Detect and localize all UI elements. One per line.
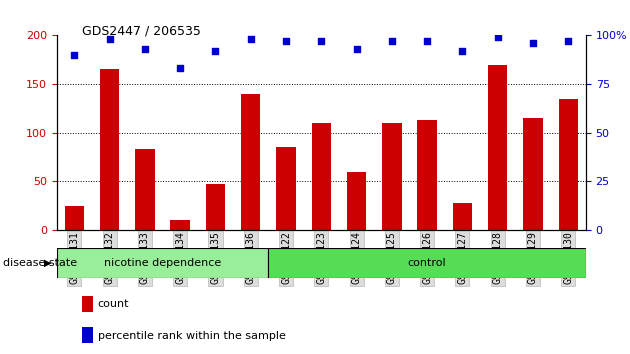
Text: disease state: disease state	[3, 258, 77, 268]
Point	[493, 34, 503, 40]
Text: ▶: ▶	[44, 258, 52, 268]
Point	[246, 36, 256, 42]
Point	[175, 65, 185, 71]
Bar	[524, 118, 542, 230]
Bar	[453, 203, 472, 230]
Bar	[277, 147, 295, 230]
Point	[457, 48, 467, 54]
Bar	[488, 64, 507, 230]
Text: GDS2447 / 206535: GDS2447 / 206535	[82, 25, 201, 38]
Bar	[312, 123, 331, 230]
Bar	[241, 94, 260, 230]
Bar	[268, 248, 586, 278]
Text: count: count	[98, 299, 129, 309]
Bar	[382, 123, 401, 230]
Text: nicotine dependence: nicotine dependence	[104, 258, 221, 268]
Point	[105, 36, 115, 42]
Point	[528, 40, 538, 46]
Bar	[100, 69, 119, 230]
Point	[352, 46, 362, 52]
Point	[69, 52, 79, 58]
Point	[316, 38, 326, 44]
Bar	[135, 149, 154, 230]
Point	[210, 48, 220, 54]
Bar	[65, 206, 84, 230]
Bar	[559, 99, 578, 230]
Point	[563, 38, 573, 44]
Bar	[171, 220, 190, 230]
Point	[387, 38, 397, 44]
Point	[140, 46, 150, 52]
Bar	[57, 248, 268, 278]
Point	[281, 38, 291, 44]
Point	[422, 38, 432, 44]
Bar	[418, 120, 437, 230]
Bar	[206, 184, 225, 230]
Bar	[347, 172, 366, 230]
Text: control: control	[408, 258, 447, 268]
Text: percentile rank within the sample: percentile rank within the sample	[98, 331, 285, 341]
